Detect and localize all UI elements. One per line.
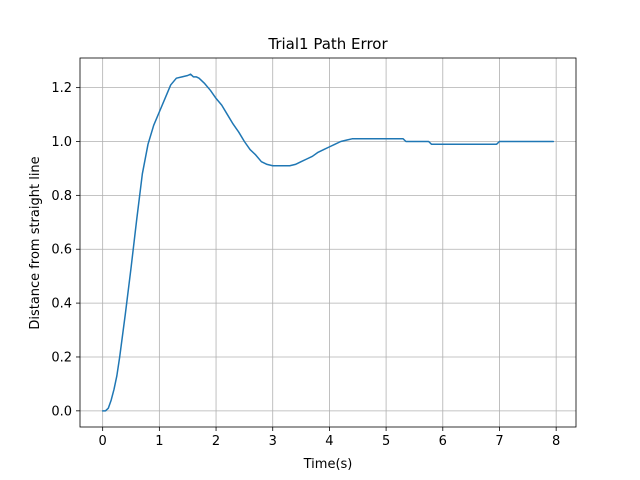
x-tick-label: 5 <box>382 434 390 449</box>
y-tick-label: 0.4 <box>51 297 72 312</box>
y-tick-label: 0.2 <box>51 350 72 365</box>
x-tick-label: 7 <box>495 434 503 449</box>
y-tick-label: 1.2 <box>51 81 72 96</box>
x-axis-label: Time(s) <box>303 457 353 472</box>
x-tick-label: 6 <box>439 434 447 449</box>
y-tick-label: 0.6 <box>51 243 72 258</box>
x-tick-label: 1 <box>155 434 163 449</box>
x-tick-label: 3 <box>269 434 277 449</box>
grid <box>80 58 576 427</box>
chart-title: Trial1 Path Error <box>267 35 388 53</box>
series-layer <box>101 73 555 412</box>
x-tick-label: 2 <box>212 434 220 449</box>
x-tick-label: 4 <box>325 434 333 449</box>
y-tick-label: 1.0 <box>51 135 72 150</box>
series-line-0 <box>101 73 555 412</box>
y-axis-label: Distance from straight line <box>28 156 43 329</box>
plot-frame <box>79 57 577 428</box>
y-tick-label: 0.0 <box>51 404 72 419</box>
x-axis-ticks: 0 1 2 3 4 5 6 7 8 <box>99 427 560 449</box>
y-tick-label: 0.8 <box>51 189 72 204</box>
y-axis-ticks: 0.0 0.2 0.4 0.6 0.8 1.0 1.2 <box>51 81 80 419</box>
x-tick-label: 8 <box>552 434 560 449</box>
x-tick-label: 0 <box>99 434 107 449</box>
